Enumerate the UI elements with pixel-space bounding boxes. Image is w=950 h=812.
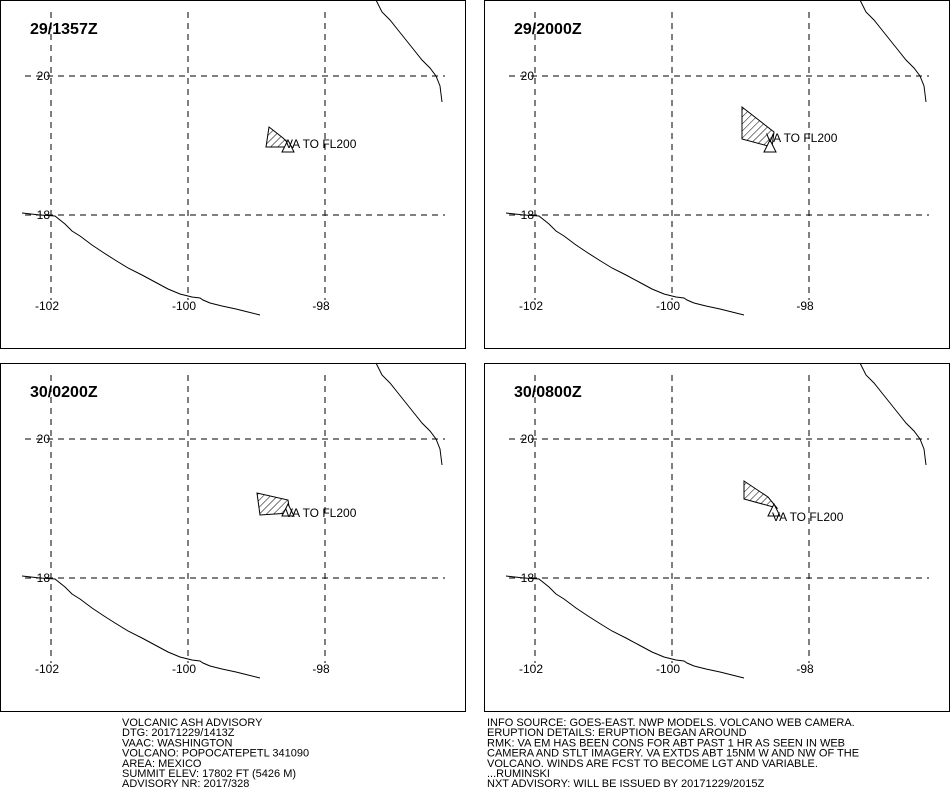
longitude-label: -102 [35, 662, 59, 676]
advisory-text: VOLCANIC ASH ADVISORY [122, 717, 263, 729]
advisory-text: RMK: VA EM HAS BEEN CONS FOR ABT PAST 1 … [487, 737, 845, 749]
advisory-text: NXT ADVISORY: WILL BE ISSUED BY 20171229… [487, 778, 764, 790]
latitude-label: 20 [37, 69, 51, 83]
longitude-label: -98 [796, 299, 814, 313]
longitude-label: -102 [519, 662, 543, 676]
coastline [21, 575, 261, 679]
panel-border [0, 363, 466, 712]
advisory-text: ERUPTION DETAILS: ERUPTION BEGAN AROUND [487, 727, 747, 739]
longitude-label: -98 [312, 299, 330, 313]
latitude-label: 20 [521, 432, 535, 446]
coastline [859, 362, 927, 466]
coastline [375, 0, 443, 103]
ash-annotation: VA TO FL200 [766, 131, 838, 145]
advisory-text: SUMMIT ELEV: 17802 FT (5426 M) [122, 768, 296, 780]
longitude-label: -102 [35, 299, 59, 313]
longitude-label: -100 [656, 299, 680, 313]
coastline [505, 212, 745, 316]
advisory-text: VOLCANO: POPOCATEPETL 341090 [122, 748, 309, 760]
valid-time: 30/0200Z [30, 384, 98, 401]
ash-annotation: VA TO FL200 [285, 506, 357, 520]
advisory-text: VAAC: WASHINGTON [122, 737, 232, 749]
coastline [21, 212, 261, 316]
ash-area [743, 480, 779, 509]
latitude-label: 20 [521, 69, 535, 83]
advisory-text: DTG: 20171229/1413Z [122, 727, 235, 739]
advisory-text: CAMERA AND STLT IMAGERY. VA EXTDS ABT 15… [487, 748, 859, 760]
panel-border [484, 0, 950, 349]
volcano-symbol [281, 138, 295, 153]
longitude-label: -98 [312, 662, 330, 676]
coastline [375, 362, 443, 466]
advisory-text: AREA: MEXICO [122, 758, 202, 770]
coastline [505, 575, 745, 679]
longitude-label: -100 [656, 662, 680, 676]
advisory-text: ADVISORY NR: 2017/328 [122, 778, 249, 790]
valid-time: 29/2000Z [514, 21, 582, 38]
volcano-symbol [281, 502, 295, 517]
volcano-symbol [763, 138, 777, 153]
advisory-text: INFO SOURCE: GOES-EAST. NWP MODELS. VOLC… [487, 717, 855, 729]
longitude-label: -100 [172, 299, 196, 313]
longitude-label: -102 [519, 299, 543, 313]
panel-border [0, 0, 466, 349]
valid-time: 29/1357Z [30, 21, 98, 38]
longitude-label: -100 [172, 662, 196, 676]
volcano-symbol [767, 502, 781, 517]
coastline [859, 0, 927, 103]
longitude-label: -98 [796, 662, 814, 676]
latitude-label: 20 [37, 432, 51, 446]
ash-annotation: VA TO FL200 [772, 510, 844, 524]
valid-time: 30/0800Z [514, 384, 582, 401]
advisory-text: ...RUMINSKI [487, 768, 550, 780]
ash-annotation: VA TO FL200 [285, 137, 357, 151]
panel-border [484, 363, 950, 712]
advisory-text: VOLCANO. WINDS ARE FCST TO BECOME LGT AN… [487, 758, 818, 770]
